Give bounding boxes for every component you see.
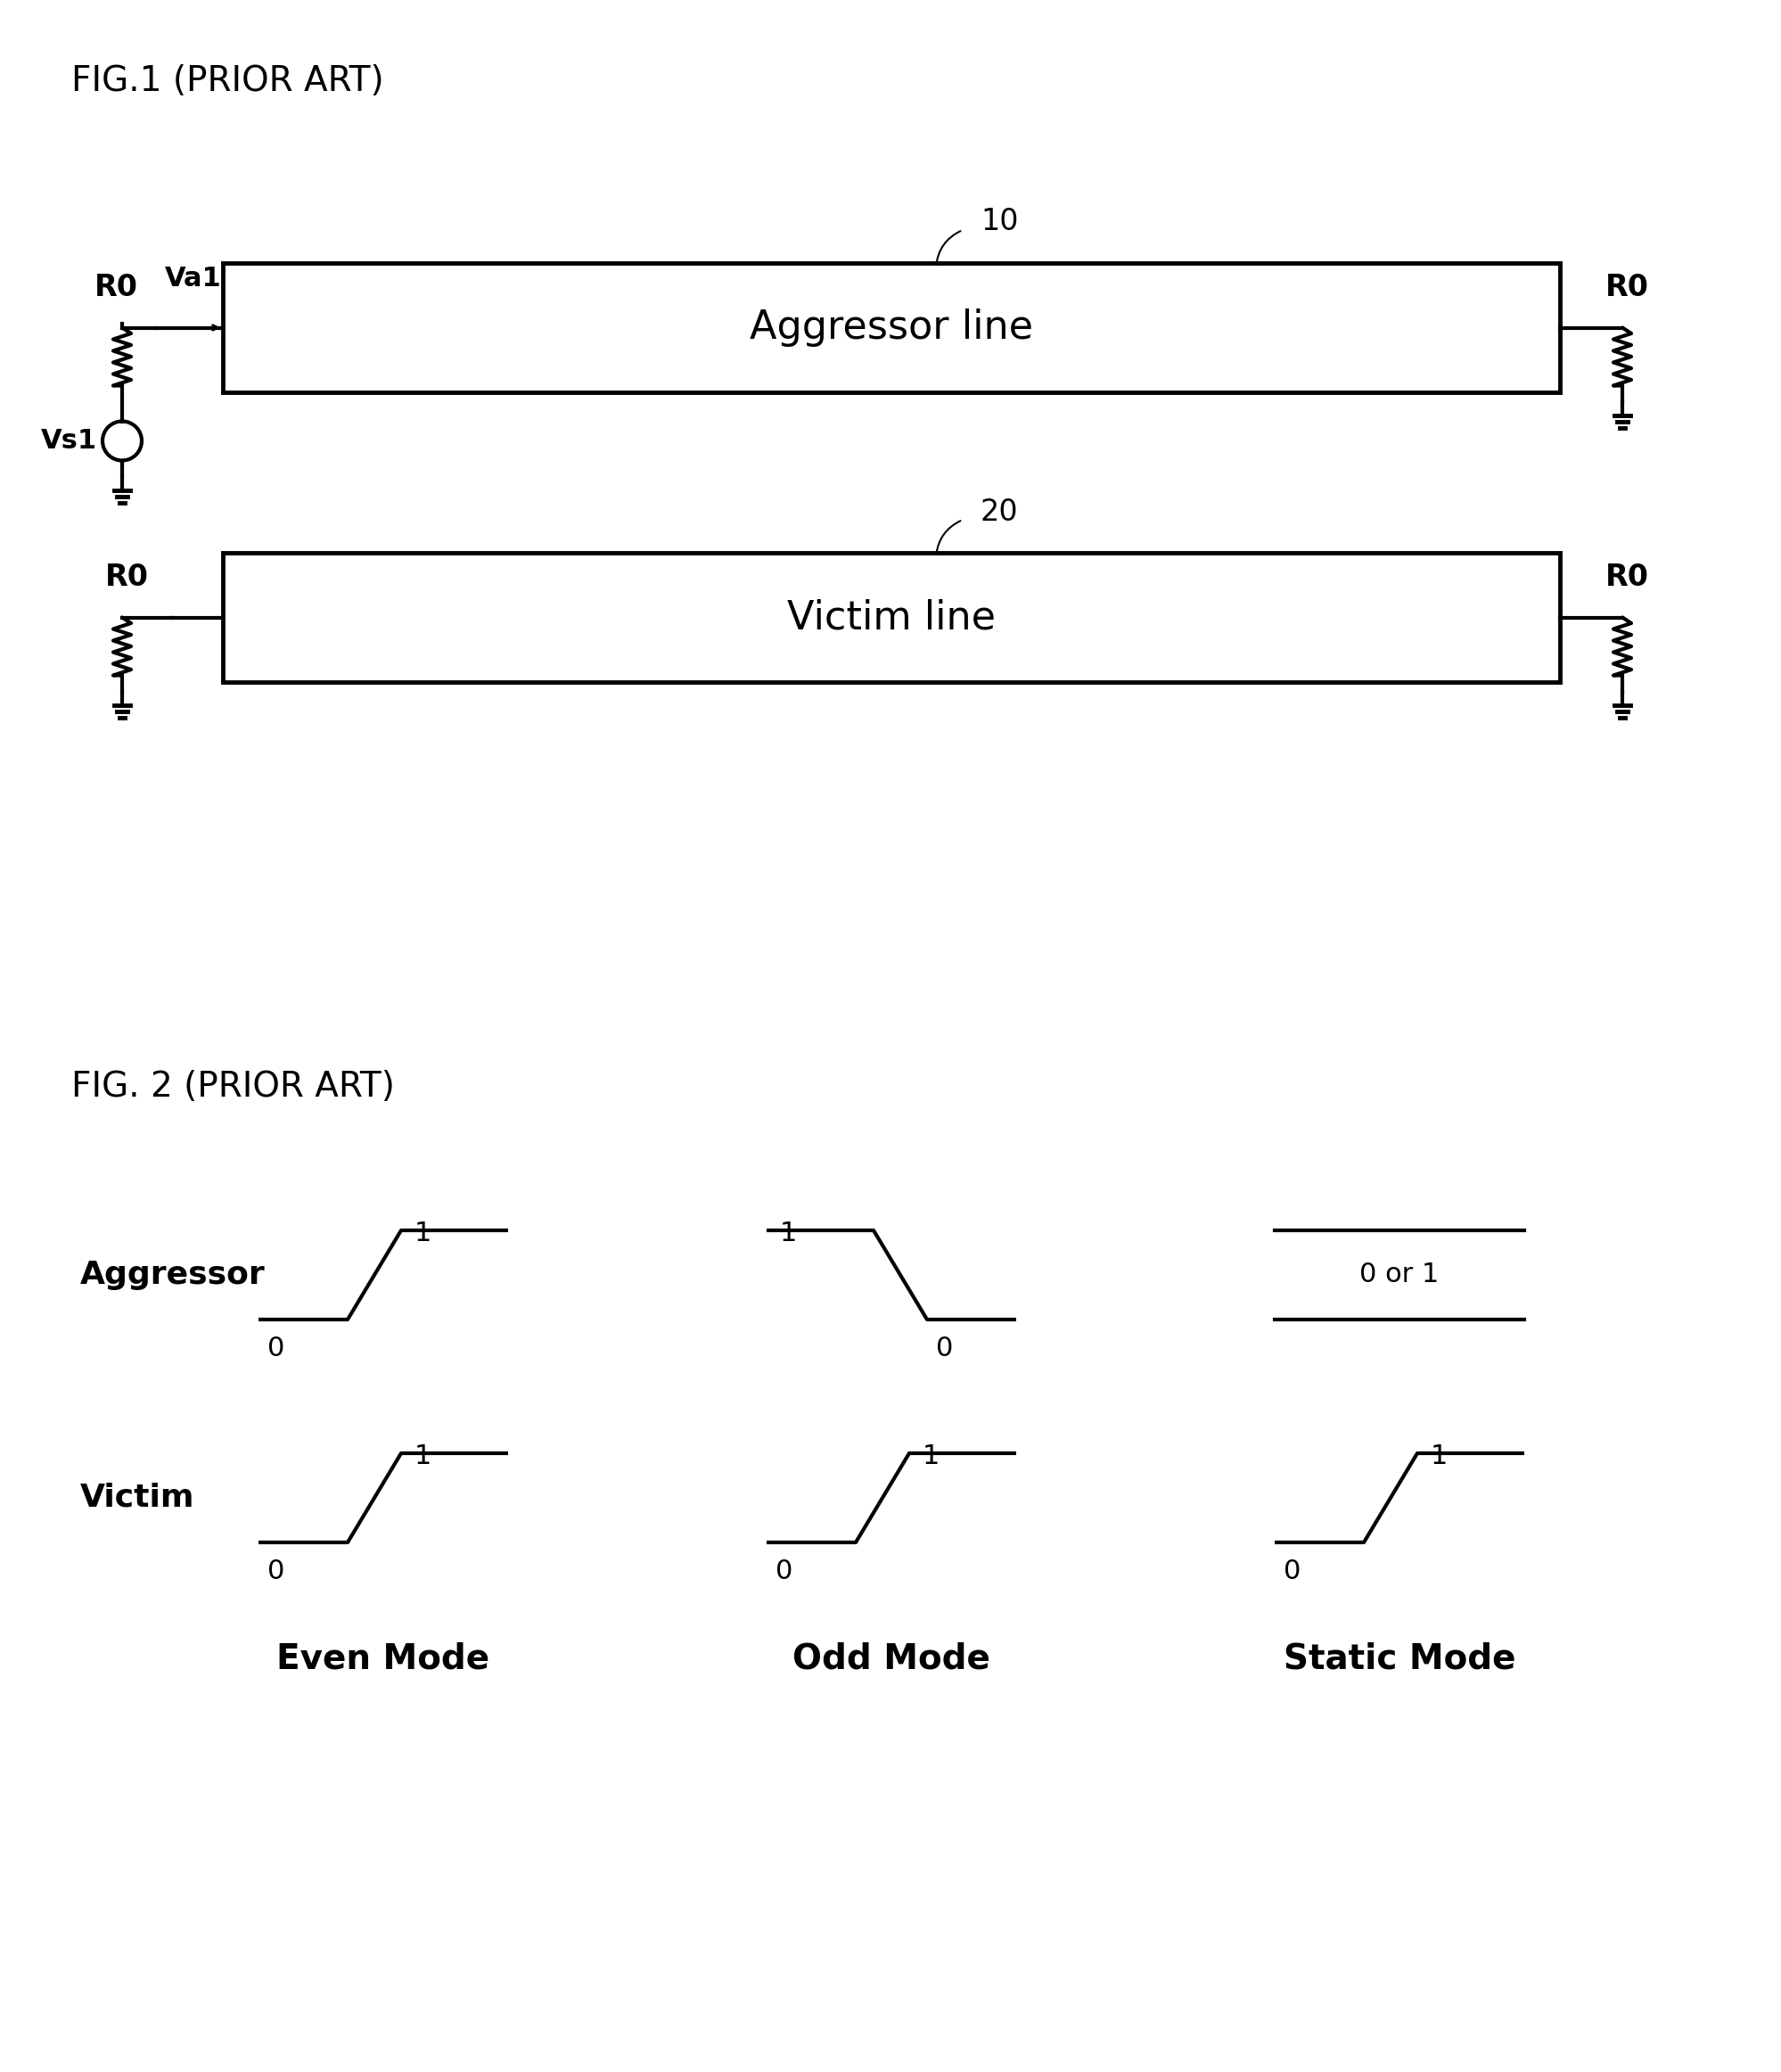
Text: 10: 10: [981, 207, 1019, 236]
Text: 1: 1: [923, 1444, 940, 1469]
Text: 0 or 1: 0 or 1: [1359, 1262, 1439, 1289]
Text: 1: 1: [780, 1220, 798, 1247]
FancyBboxPatch shape: [223, 553, 1560, 682]
Text: FIG.1 (PRIOR ART): FIG.1 (PRIOR ART): [71, 64, 385, 97]
Text: Victim: Victim: [80, 1484, 194, 1513]
Text: 1: 1: [1430, 1444, 1448, 1469]
Text: Aggressor line: Aggressor line: [750, 309, 1033, 346]
Text: Vs1: Vs1: [41, 429, 98, 454]
Text: 1: 1: [415, 1220, 431, 1247]
Text: 0: 0: [267, 1336, 285, 1361]
Text: 0: 0: [267, 1558, 285, 1585]
Text: Static Mode: Static Mode: [1284, 1641, 1516, 1676]
Text: R0: R0: [94, 274, 137, 303]
Text: Even Mode: Even Mode: [276, 1641, 490, 1676]
Text: 1: 1: [415, 1444, 431, 1469]
Text: R0: R0: [105, 564, 148, 593]
Text: 0: 0: [1284, 1558, 1300, 1585]
Text: Victim line: Victim line: [787, 599, 996, 636]
Text: Va1: Va1: [166, 265, 221, 292]
Text: 0: 0: [775, 1558, 793, 1585]
Text: Aggressor: Aggressor: [80, 1260, 265, 1291]
Text: R0: R0: [1605, 274, 1649, 303]
Text: 20: 20: [981, 497, 1019, 528]
Text: R0: R0: [1605, 564, 1649, 593]
FancyBboxPatch shape: [223, 263, 1560, 392]
Text: 0: 0: [937, 1336, 953, 1361]
Text: FIG. 2 (PRIOR ART): FIG. 2 (PRIOR ART): [71, 1069, 395, 1104]
Text: Odd Mode: Odd Mode: [793, 1641, 990, 1676]
